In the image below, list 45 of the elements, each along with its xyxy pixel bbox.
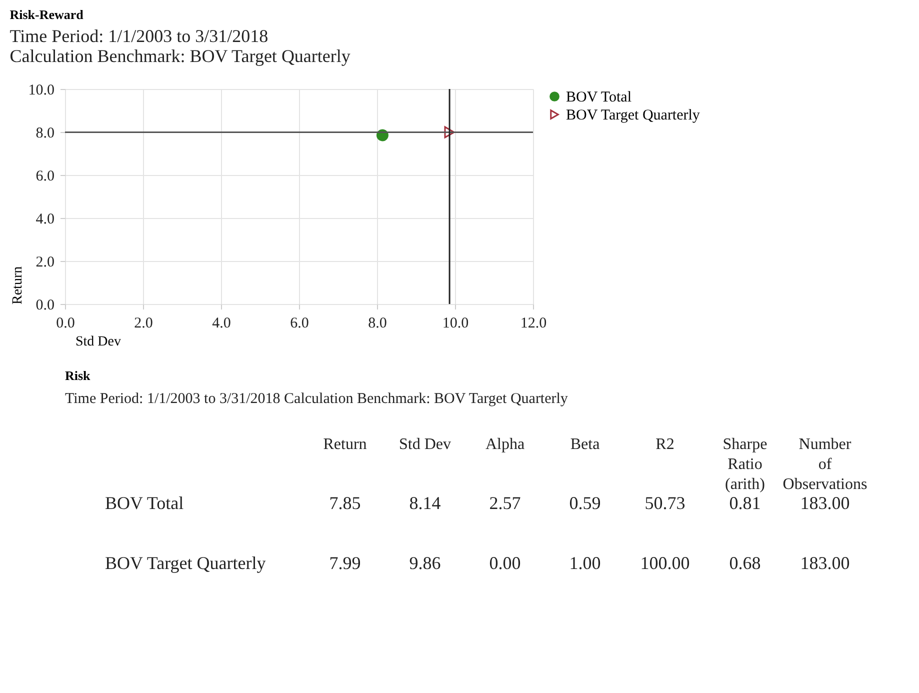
data-label: 9.86 [409, 553, 441, 573]
x-tick-label: 6.0 [290, 316, 309, 332]
data-label: 183.00 [800, 493, 850, 513]
category-label: Return [323, 436, 367, 453]
chart-subtitle: Time Period: 1/1/2003 to 3/31/2018 [10, 26, 268, 46]
y-axis-title: Return [10, 266, 26, 304]
data-label: 0.81 [729, 493, 761, 513]
y-tick-label: 2.0 [36, 254, 54, 270]
data-label: 8.14 [409, 493, 441, 513]
text: Calculation Benchmark: BOV Target Quarterly [10, 46, 350, 66]
category-label: Beta [570, 436, 600, 453]
text: BOV Target Quarterly [105, 553, 266, 573]
chart-title: Risk-Reward [10, 7, 84, 22]
x-tick-label: 10.0 [442, 316, 469, 332]
category-label: Std Dev [399, 436, 451, 453]
text: Risk [65, 368, 92, 383]
x-tick-label: 12.0 [520, 316, 547, 332]
legend-label: BOV Target Quarterly [566, 108, 700, 124]
category-label: Alpha [485, 436, 525, 453]
data-label: 50.73 [644, 493, 686, 513]
category-label: R2 [656, 436, 674, 453]
data-label: 100.00 [640, 553, 690, 573]
text: BOV Total [105, 493, 184, 513]
x-tick-label: 2.0 [134, 316, 153, 332]
y-tick-label: 0.0 [36, 298, 54, 314]
text: Time Period: 1/1/2003 to 3/31/2018 Calculation Benchmark: BOV Target Quarterly [65, 391, 568, 407]
x-tick-label: 4.0 [212, 316, 231, 332]
data-label: 7.99 [329, 553, 361, 573]
data-label: 7.85 [329, 493, 361, 513]
data-label: 1.00 [569, 553, 601, 573]
x-axis-title: Std Dev [76, 334, 121, 350]
y-tick-label: 10.0 [28, 82, 54, 98]
data-label: 183.00 [800, 553, 850, 573]
data-label: 0.59 [569, 493, 601, 513]
x-tick-label: 8.0 [368, 316, 387, 332]
y-tick-label: 4.0 [36, 212, 54, 228]
data-label: 0.00 [489, 553, 521, 573]
y-tick-label: 8.0 [36, 126, 54, 142]
x-tick-label: 0.0 [56, 316, 75, 332]
legend-label: BOV Total [566, 90, 632, 106]
data-label: 2.57 [489, 493, 521, 513]
data-label: 0.68 [729, 553, 761, 573]
category-label: Number of Observations [782, 436, 868, 493]
category-label: Sharpe Ratio (arith) [722, 436, 768, 493]
y-tick-label: 6.0 [36, 168, 54, 184]
